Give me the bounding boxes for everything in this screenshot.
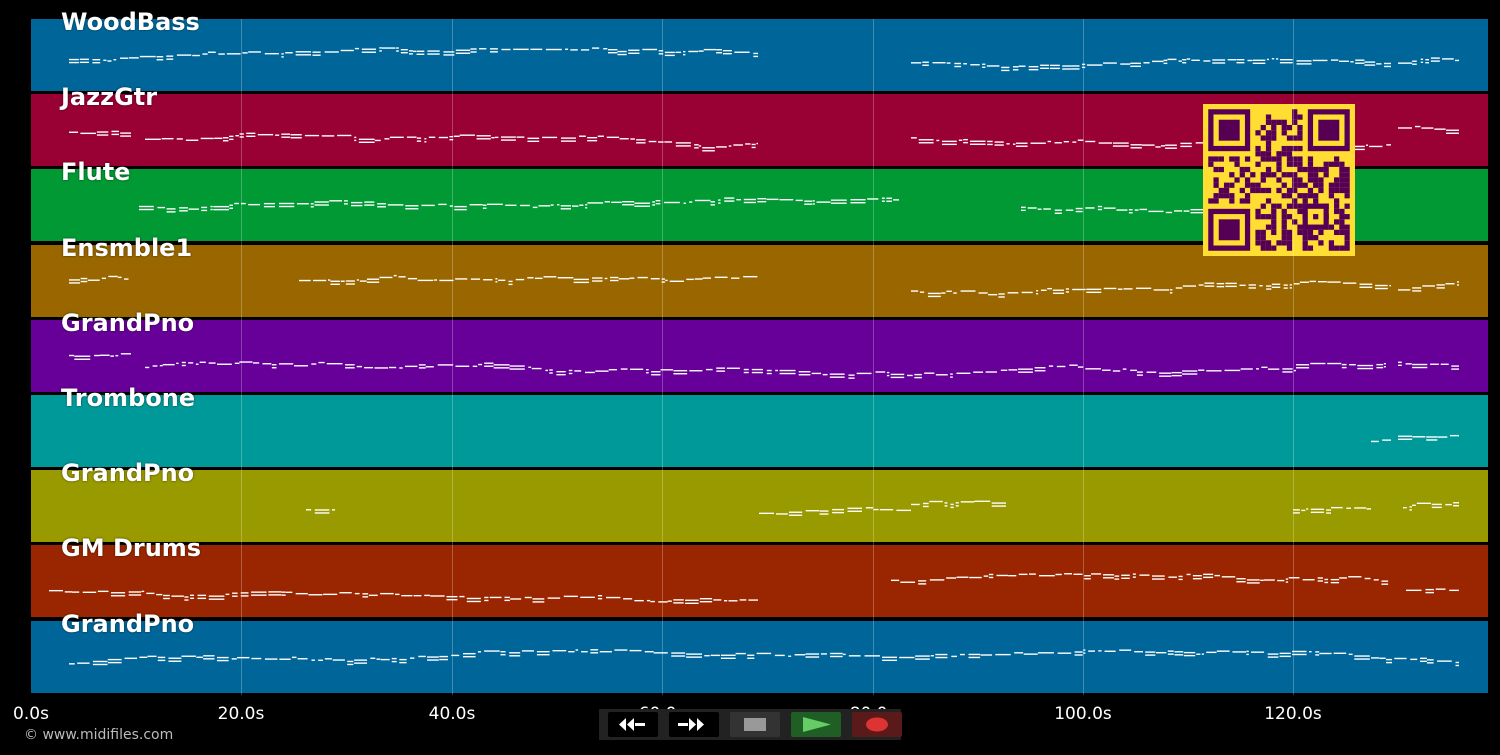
- track-name: WoodBass: [61, 8, 200, 36]
- fast-forward-icon: [678, 718, 704, 731]
- play-icon: [803, 717, 831, 732]
- track-lane[interactable]: [31, 245, 1488, 317]
- track-name: GrandPno: [61, 309, 195, 337]
- track-name: GrandPno: [61, 459, 195, 487]
- track-name: GM Drums: [61, 534, 202, 562]
- rewind-button[interactable]: [608, 712, 658, 737]
- track-lane[interactable]: [31, 545, 1488, 617]
- grid-line: [1083, 19, 1084, 695]
- rewind-icon: [619, 718, 645, 731]
- track-lane[interactable]: [31, 320, 1488, 392]
- track-lane[interactable]: [31, 621, 1488, 693]
- record-icon: [866, 717, 888, 732]
- grid-line: [1293, 19, 1294, 695]
- note-pattern: [69, 649, 1459, 667]
- time-tick-label: 120.0s: [1264, 704, 1322, 724]
- track-lane[interactable]: [31, 470, 1488, 542]
- timeline[interactable]: [31, 19, 1488, 695]
- track-name: Trombone: [61, 384, 196, 412]
- time-tick-label: 0.0s: [13, 704, 49, 724]
- transport-controls: [599, 709, 902, 740]
- note-pattern: [69, 47, 1459, 72]
- note-pattern: [139, 197, 1231, 214]
- track-name: JazzGtr: [61, 83, 158, 111]
- note-pattern: [306, 500, 1459, 516]
- note-pattern: [49, 573, 1459, 604]
- track-lane[interactable]: [31, 395, 1488, 467]
- note-pattern: [69, 274, 1459, 298]
- fast-forward-button[interactable]: [669, 712, 719, 737]
- grid-line: [452, 19, 453, 695]
- track-name: GrandPno: [61, 610, 195, 638]
- time-tick-label: 20.0s: [217, 704, 265, 724]
- track-name: Ensmble1: [61, 234, 193, 262]
- note-pattern: [69, 353, 1459, 379]
- play-button[interactable]: [791, 712, 841, 737]
- track-lane[interactable]: [31, 19, 1488, 91]
- record-button[interactable]: [852, 712, 902, 737]
- stop-icon: [744, 718, 766, 731]
- grid-line: [873, 19, 874, 695]
- grid-line: [241, 19, 242, 695]
- track-name: Flute: [61, 158, 131, 186]
- credit-text: © www.midifiles.com: [24, 727, 174, 743]
- stop-button[interactable]: [730, 712, 780, 737]
- qr-code-icon[interactable]: [1203, 104, 1355, 256]
- grid-line: [662, 19, 663, 695]
- time-tick-label: 40.0s: [428, 704, 476, 724]
- time-tick-label: 100.0s: [1054, 704, 1112, 724]
- note-pattern: [1371, 434, 1459, 443]
